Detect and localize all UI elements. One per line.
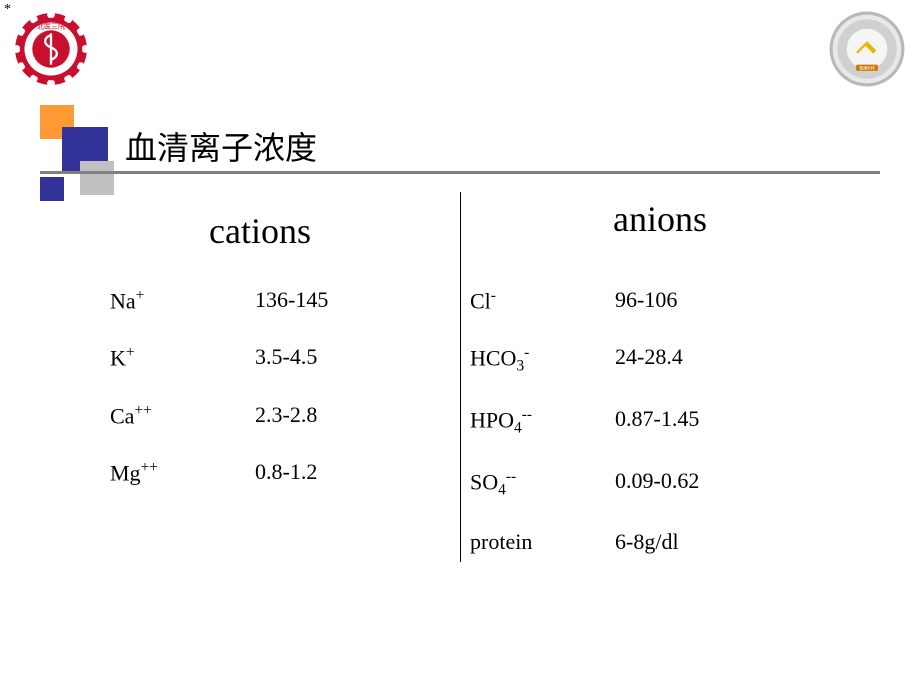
- department-logo-right: 普通外科: [828, 10, 906, 88]
- cations-rows: Na+136-145 K+3.5-4.5 Ca++2.3-2.8 Mg++0.8-1.…: [60, 287, 460, 486]
- anions-rows: Cl-96-106HCO3-24-28.4HPO4--0.87-1.45SO4-…: [460, 287, 860, 555]
- ion-label: HCO3-: [470, 344, 615, 376]
- asterisk-marker: *: [4, 2, 11, 18]
- title-underline: [40, 171, 880, 174]
- ion-label: protein: [470, 529, 615, 555]
- ion-value: 136-145: [255, 287, 328, 314]
- ion-row: Mg++0.8-1.2: [110, 459, 460, 486]
- ion-value: 0.8-1.2: [255, 459, 317, 486]
- ion-row: protein6-8g/dl: [470, 529, 860, 555]
- ion-label: Mg++: [110, 459, 255, 486]
- ion-label: Ca++: [110, 402, 255, 429]
- ion-row: Cl-96-106: [470, 287, 860, 314]
- ion-value: 0.87-1.45: [615, 406, 699, 438]
- ion-row: K+3.5-4.5: [110, 344, 460, 371]
- ion-label: SO4--: [470, 468, 615, 500]
- ion-value: 3.5-4.5: [255, 344, 317, 371]
- ion-value: 6-8g/dl: [615, 529, 679, 555]
- anions-header: anions: [460, 198, 860, 240]
- ion-value: 0.09-0.62: [615, 468, 699, 500]
- ion-row: HPO4--0.87-1.45: [470, 406, 860, 438]
- cations-column: cations Na+136-145 K+3.5-4.5 Ca++2.3-2.8 Mg…: [60, 210, 460, 585]
- svg-text:普通外科: 普通外科: [859, 65, 875, 70]
- ion-label: K+: [110, 344, 255, 371]
- ion-value: 24-28.4: [615, 344, 683, 376]
- ion-row: SO4--0.09-0.62: [470, 468, 860, 500]
- ion-value: 2.3-2.8: [255, 402, 317, 429]
- ion-label: Na+: [110, 287, 255, 314]
- ion-label: Cl-: [470, 287, 615, 314]
- cations-header: cations: [60, 210, 460, 252]
- silver-badge-icon: 普通外科: [830, 12, 905, 87]
- ion-row: HCO3-24-28.4: [470, 344, 860, 376]
- svg-text:北医三院: 北医三院: [37, 22, 65, 31]
- ion-row: Ca++2.3-2.8: [110, 402, 460, 429]
- hospital-logo-left: 北医三院: [12, 10, 90, 88]
- scalloped-badge-icon: 北医三院: [13, 11, 89, 87]
- accent-square: [80, 161, 114, 195]
- slide-title: 血清离子浓度: [125, 123, 317, 169]
- ion-row: Na+136-145: [110, 287, 460, 314]
- accent-square: [40, 177, 64, 201]
- ion-label: HPO4--: [470, 406, 615, 438]
- anions-column: anions Cl-96-106HCO3-24-28.4HPO4--0.87-1…: [460, 210, 860, 585]
- content-area: cations Na+136-145 K+3.5-4.5 Ca++2.3-2.8 Mg…: [60, 210, 860, 585]
- ion-value: 96-106: [615, 287, 677, 314]
